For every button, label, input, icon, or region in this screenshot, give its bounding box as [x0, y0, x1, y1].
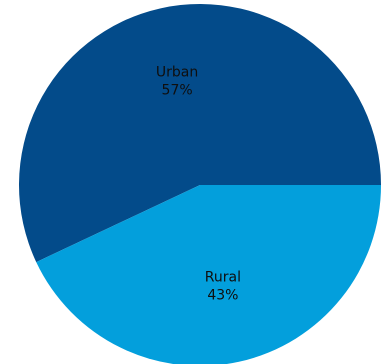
slice-label-rural: Rural 43%	[205, 269, 241, 303]
slice-category-label: Urban	[156, 65, 198, 81]
slice-percent-label: 43%	[207, 287, 238, 303]
slice-category-label: Rural	[205, 269, 241, 285]
slice-percent-label: 57%	[162, 83, 193, 99]
pie-slice-urban	[19, 4, 381, 263]
pie-slice-rural	[36, 185, 381, 364]
slice-label-urban: Urban 57%	[156, 65, 198, 99]
